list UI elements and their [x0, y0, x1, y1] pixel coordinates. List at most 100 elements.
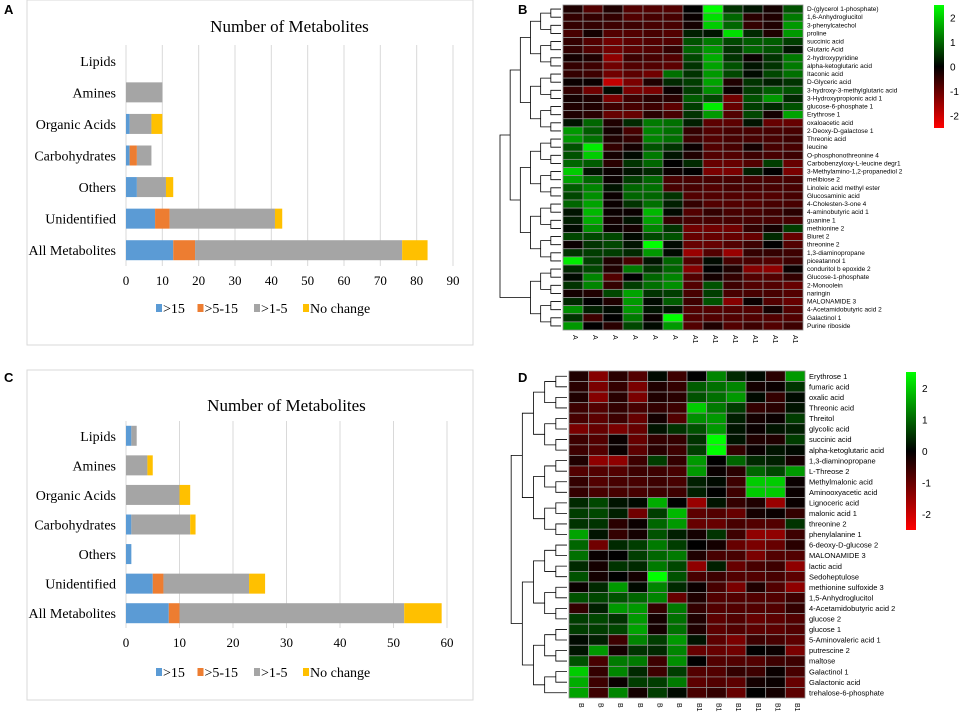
heatmap-cell [622, 256, 644, 266]
heatmap-cell [682, 167, 704, 177]
heatmap-cell [582, 191, 604, 201]
heatmap-cell [742, 150, 764, 160]
heatmap-cell [702, 264, 724, 274]
row-label: phenylalanine 1 [809, 530, 862, 539]
heatmap-cell [765, 381, 786, 393]
heatmap-cell [745, 486, 767, 498]
heatmap-cell [682, 305, 704, 315]
heatmap-cell [607, 655, 629, 667]
heatmap-cell [702, 167, 724, 177]
heatmap-cell [725, 644, 747, 657]
heatmap-cell [742, 191, 764, 201]
heatmap-cell [686, 571, 708, 583]
heatmap-cell [745, 423, 767, 435]
heatmap-cell [662, 175, 684, 185]
heatmap-cell [602, 134, 624, 144]
heatmap-cell [622, 77, 644, 87]
heatmap-cell [702, 53, 724, 63]
heatmap-cell [725, 391, 747, 404]
heatmap-cell [582, 134, 604, 144]
bar-segment [126, 514, 132, 535]
colorbar-tick-label: 2 [922, 384, 928, 395]
heatmap-cell [627, 507, 649, 520]
heatmap-cell [782, 191, 804, 201]
heatmap-cell [607, 602, 629, 615]
heatmap-cell [762, 4, 784, 14]
heatmap-cell [782, 158, 804, 168]
heatmap-cell [662, 191, 684, 201]
heatmap-cell [622, 232, 644, 242]
heatmap-cell [622, 53, 644, 63]
heatmap-cell [582, 297, 604, 307]
heatmap-cell [642, 61, 664, 71]
heatmap-cell [662, 297, 684, 307]
heatmap-cell [682, 28, 704, 38]
heatmap-cell [782, 240, 804, 250]
heatmap-cell [722, 20, 744, 30]
heatmap-cell [722, 321, 744, 331]
heatmap-cell [607, 454, 629, 467]
heatmap-cell [722, 183, 744, 193]
heatmap-cell [722, 305, 744, 315]
heatmap-cell [627, 391, 649, 404]
category-label: Carbohydrates [34, 519, 116, 534]
heatmap-cell [782, 53, 804, 63]
dendrogram-branch [530, 20, 541, 55]
column-label: A1 [691, 335, 698, 344]
heatmap-cell [702, 85, 724, 95]
heatmap-cell [666, 549, 688, 562]
colorbar-tick-label: 1 [922, 415, 928, 426]
heatmap-cell [702, 232, 724, 242]
heatmap-cell [706, 454, 727, 467]
heatmap-cell [742, 28, 764, 38]
heatmap-cell [568, 539, 590, 551]
dendrogram-branch [533, 560, 545, 604]
heatmap-cell [642, 85, 664, 95]
colorbar [906, 372, 916, 530]
heatmap-cell [627, 423, 649, 435]
heatmap-cell [647, 549, 668, 562]
dendrogram-branch [550, 219, 561, 229]
heatmap-cell [607, 444, 629, 456]
heatmap-cell [588, 497, 609, 509]
heatmap-cell [666, 402, 688, 414]
heatmap-cell [686, 655, 708, 667]
heatmap-cell [745, 497, 767, 509]
heatmap-cell [722, 28, 744, 38]
row-label: Glutaric Acid [807, 47, 844, 54]
heatmap-cell [702, 4, 724, 14]
heatmap-cell [742, 305, 764, 315]
heatmap-cell [682, 280, 704, 290]
heatmap-cell [622, 45, 644, 55]
heatmap-cell [782, 20, 804, 30]
heatmap-cell [647, 613, 668, 625]
heatmap-cell [682, 118, 704, 128]
bar-segment [129, 145, 137, 166]
column-label: A1 [711, 335, 718, 344]
row-label: Galactonic acid [809, 678, 860, 687]
heatmap-cell [607, 381, 629, 393]
heatmap-cell [762, 272, 784, 282]
heatmap-cell [582, 4, 604, 14]
heatmap-cell [582, 313, 604, 323]
dendrogram-branch [550, 57, 561, 67]
bar-segment [126, 145, 130, 166]
heatmap-cell [682, 12, 704, 22]
heatmap-cell [582, 158, 604, 168]
heatmap-cell [662, 110, 684, 120]
heatmap-cell [666, 581, 688, 593]
row-label: alpha-ketoglutaric acid [807, 63, 872, 70]
heatmap-cell [762, 93, 784, 103]
legend-label: >15 [163, 302, 185, 317]
heatmap-cell [662, 20, 684, 30]
heatmap-cell [745, 602, 767, 615]
heatmap-cell [725, 592, 747, 604]
dendrogram-branch [544, 423, 556, 446]
heatmap-cell [647, 497, 668, 509]
row-label: 6-deoxy-D-glucose 2 [809, 541, 878, 550]
heatmap-cell [582, 215, 604, 225]
heatmap-cell [682, 191, 704, 201]
heatmap-cell [607, 687, 629, 699]
heatmap-cell [582, 118, 604, 128]
heatmap-cell [762, 102, 784, 112]
